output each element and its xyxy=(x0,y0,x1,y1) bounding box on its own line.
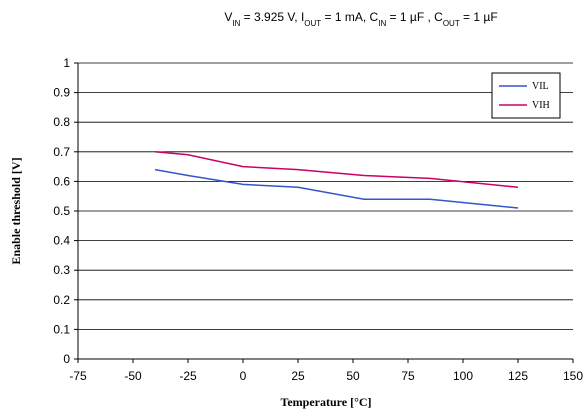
title-subscript: OUT xyxy=(443,19,460,28)
x-tick-label: -50 xyxy=(124,369,142,383)
series-line-vil xyxy=(154,168,519,209)
x-tick-label: 25 xyxy=(291,369,305,383)
series-lines xyxy=(154,151,519,209)
legend: VIL VIH xyxy=(491,72,561,119)
title-part: = 3.925 V, I xyxy=(240,10,304,24)
legend-label-vih: VIH xyxy=(532,100,550,111)
y-tick-label: 0.6 xyxy=(53,174,70,188)
y-tick-labels: 0 0.1 0.2 0.3 0.4 0.5 0.6 0.7 0.8 0.9 1 xyxy=(53,56,70,366)
y-tick-label: 0.4 xyxy=(53,234,70,248)
y-axis-label: Enable threshold [V] xyxy=(9,157,23,264)
legend-label-vil: VIL xyxy=(532,81,549,92)
y-tick-label: 0.8 xyxy=(53,115,70,129)
series-line-vih xyxy=(154,151,519,189)
x-tick-label: 50 xyxy=(346,369,360,383)
y-tick-label: 0.7 xyxy=(53,145,70,159)
x-tick-label: 150 xyxy=(563,369,583,383)
title-subscript: IN xyxy=(378,19,386,28)
x-tick-label: 125 xyxy=(508,369,528,383)
y-tick-label: 0.3 xyxy=(53,263,70,277)
y-tick-label: 1 xyxy=(63,56,70,70)
x-tick-label: -25 xyxy=(179,369,197,383)
x-tick-label: 0 xyxy=(240,369,247,383)
x-tick-label: 75 xyxy=(401,369,415,383)
title-part: = 1 µF , C xyxy=(386,10,443,24)
gridlines xyxy=(78,62,573,330)
x-tick-labels: -75 -50 -25 0 25 50 75 100 125 150 xyxy=(69,369,583,383)
legend-box xyxy=(491,72,561,119)
title-subscript: OUT xyxy=(304,19,321,28)
x-axis-label: Temperature [°C] xyxy=(280,395,371,409)
y-tick-label: 0.9 xyxy=(53,86,70,100)
title-part: = 1 µF xyxy=(460,10,498,24)
y-tick-label: 0.2 xyxy=(53,293,70,307)
y-tick-label: 0.5 xyxy=(53,204,70,218)
title-part: V xyxy=(224,10,232,24)
title-part: = 1 mA, C xyxy=(321,10,378,24)
title-subscript: IN xyxy=(232,19,240,28)
chart-title: VIN = 3.925 V, IOUT = 1 mA, CIN = 1 µF ,… xyxy=(224,10,497,28)
y-tick-label: 0.1 xyxy=(53,322,70,336)
x-tick-label: 100 xyxy=(453,369,473,383)
axes xyxy=(74,62,574,363)
x-tick-label: -75 xyxy=(69,369,87,383)
y-tick-label: 0 xyxy=(63,352,70,366)
